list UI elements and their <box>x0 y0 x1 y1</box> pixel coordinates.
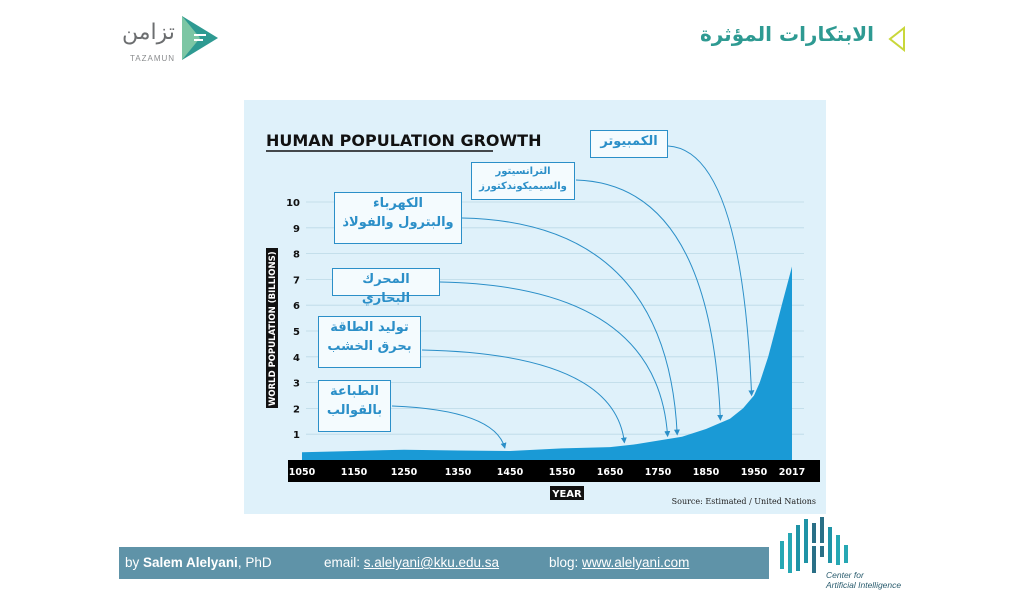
tazamun-logo: تزامن TAZAMUN <box>122 14 222 70</box>
callout-electricity-line1: الكهرباء <box>373 196 423 211</box>
callout-wood-power-line1: توليد الطاقة <box>330 320 409 335</box>
callout-steam-engine-line1: المحرك البخاري <box>361 272 411 306</box>
logo-arabic-text: تزامن <box>122 20 175 45</box>
arrow-steam_engine <box>439 281 671 438</box>
cai-barcode-icon <box>780 517 848 573</box>
y-tick-label: 1 <box>293 430 300 441</box>
arrow-electricity <box>461 217 680 436</box>
arrow-printing <box>391 405 507 449</box>
y-axis-label: WORLD POPULATION (BILLIONS) <box>268 251 278 406</box>
callout-electricity: الكهرباء والبترول والفولاذ <box>334 192 462 244</box>
x-tick-label: 2017 <box>779 467 805 478</box>
population-chart: 1 2 3 4 5 6 7 8 9 10 1050 1150 1250 1350 1450 1550 1650… <box>244 100 826 514</box>
callout-printing-line1: الطباعة <box>330 384 379 399</box>
footer-email: email: s.alelyani@kku.edu.sa <box>324 555 499 570</box>
x-axis-band <box>288 460 820 482</box>
y-tick-label: 9 <box>293 224 300 235</box>
y-tick-label: 10 <box>286 198 300 209</box>
chart-canvas: 1 2 3 4 5 6 7 8 9 10 1050 1150 1250 1350 1450 1550 1650… <box>266 131 820 506</box>
x-axis-label: YEAR <box>551 489 582 500</box>
cai-line2: Artificial Intelligence <box>826 579 902 590</box>
x-tick-label: 1750 <box>645 467 672 478</box>
by-prefix: by <box>125 555 144 570</box>
population-area <box>302 266 792 460</box>
y-tick-label: 8 <box>293 250 300 261</box>
callout-computer-line1: الكمبيوتر <box>600 134 658 149</box>
arrow-transistor <box>575 179 724 421</box>
x-tick-label: 1050 <box>289 467 316 478</box>
logo-latin-text: TAZAMUN <box>130 54 176 63</box>
email-label: email: <box>324 555 364 570</box>
chart-title: HUMAN POPULATION GROWTH <box>266 131 541 150</box>
arrow-wood_power <box>421 349 627 444</box>
source-note: Source: Estimated / United Nations <box>672 497 816 506</box>
callout-printing: الطباعة بالقوالب <box>318 380 391 432</box>
y-label-band <box>266 248 278 408</box>
y-tick-label: 7 <box>293 275 300 286</box>
callout-transistor-line2: والسيميكوندكتورز <box>479 180 567 192</box>
email-link[interactable]: s.alelyani@kku.edu.sa <box>363 555 500 570</box>
y-tick-label: 4 <box>293 353 300 364</box>
play-icon <box>182 16 218 60</box>
slide-title: الابتكارات المؤثرة <box>699 22 874 46</box>
y-tick-label: 5 <box>293 327 300 338</box>
footer-author: by Salem Alelyani, PhD <box>125 555 272 570</box>
x-tick-label: 1450 <box>497 467 524 478</box>
x-tick-label: 1150 <box>341 467 368 478</box>
blog-label: blog: <box>549 555 583 570</box>
arrow-computer <box>667 145 755 397</box>
y-tick-label: 2 <box>293 404 300 415</box>
callout-transistor: الترانسيتور والسيميكوندكتورز <box>471 162 575 200</box>
center-ai-logo: Center for Artificial Intelligence <box>778 515 918 595</box>
y-tick-label: 6 <box>293 301 300 312</box>
footer-bar: by Salem Alelyani, PhD email: s.alelyani… <box>119 547 769 579</box>
callout-wood-power: توليد الطاقة بحرق الخشب <box>318 316 421 368</box>
callout-wood-power-line2: بحرق الخشب <box>327 338 412 354</box>
callout-computer: الكمبيوتر <box>590 130 668 158</box>
callout-printing-line2: بالقوالب <box>326 402 383 418</box>
author-suffix: , PhD <box>237 555 272 570</box>
cai-text: Center for Artificial Intelligence <box>826 570 902 591</box>
x-label-band <box>550 486 584 500</box>
y-tick-label: 3 <box>293 379 300 390</box>
x-tick-label: 1650 <box>597 467 624 478</box>
x-tick-label: 1950 <box>741 467 768 478</box>
footer-blog: blog: www.alelyani.com <box>549 555 689 570</box>
triangle-left-icon <box>888 26 905 52</box>
callout-transistor-line1: الترانسيتور <box>495 166 551 177</box>
blog-link[interactable]: www.alelyani.com <box>582 555 690 570</box>
x-tick-label: 1850 <box>693 467 720 478</box>
x-tick-label: 1250 <box>391 467 418 478</box>
x-tick-label: 1350 <box>445 467 472 478</box>
callout-steam-engine: المحرك البخاري <box>332 268 440 306</box>
cai-line1: Center for <box>826 570 864 580</box>
callout-electricity-line2: والبترول والفولاذ <box>342 214 454 230</box>
x-tick-label: 1550 <box>549 467 576 478</box>
author-name: Salem Alelyani <box>143 555 238 570</box>
